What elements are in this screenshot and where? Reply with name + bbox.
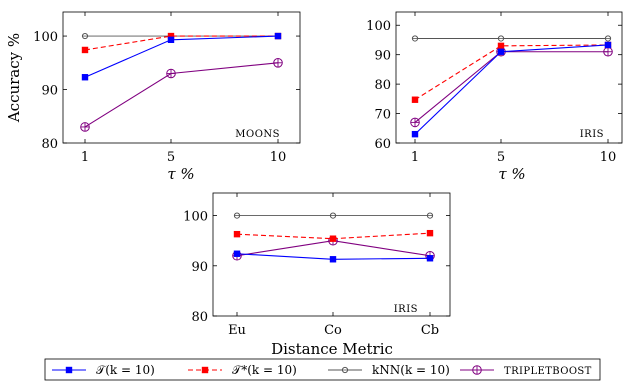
series-line <box>236 240 431 257</box>
data-point <box>604 35 612 42</box>
data-point <box>497 48 505 55</box>
chart-panel-2: 60 70 80 90 100 1 5 10 τ % IRIS <box>366 11 623 183</box>
data-point <box>411 130 419 138</box>
series-tau <box>81 32 282 81</box>
data-point <box>426 255 434 262</box>
series-line <box>414 44 609 101</box>
y-tick-label: 90 <box>41 84 58 99</box>
legend-swatch-marker <box>201 366 209 374</box>
x-tick-label: Cb <box>421 323 439 338</box>
x-tick-label: 5 <box>497 150 505 165</box>
legend-label: kNN(k = 10) <box>372 363 450 377</box>
legend-item-tau: 𝒯(k = 10) <box>52 363 155 377</box>
plot-frame <box>62 11 301 144</box>
legend: 𝒯(k = 10) 𝒯*(k = 10) kNN(k = 10) TRIPLETBOO… <box>44 358 601 381</box>
data-point <box>233 212 241 219</box>
data-point <box>167 32 175 40</box>
data-point <box>167 36 175 44</box>
data-point <box>233 230 241 238</box>
series-line <box>414 51 608 123</box>
legend-swatch-marker <box>472 365 482 375</box>
dataset-tag: MOONS <box>235 129 280 140</box>
data-point <box>329 212 337 219</box>
y-axis-label: Accuracy % <box>5 33 23 123</box>
y-tick-label: 90 <box>374 49 391 64</box>
dataset-tag: IRIS <box>580 129 604 140</box>
data-point <box>274 32 282 40</box>
data-point <box>604 41 612 49</box>
data-point <box>410 117 420 128</box>
data-point <box>81 32 89 40</box>
x-tick-label: 10 <box>600 150 617 165</box>
x-tick-label: 1 <box>81 150 89 165</box>
y-tick-label: 80 <box>374 78 391 93</box>
data-point <box>426 212 434 219</box>
data-point <box>329 235 337 242</box>
x-axis-label: Distance Metric <box>271 340 393 358</box>
x-axis-label: τ % <box>498 165 525 183</box>
data-point <box>497 35 505 42</box>
y-tick-label: 80 <box>41 137 58 152</box>
data-point <box>411 35 419 42</box>
legend-item-tau-star: 𝒯*(k = 10) <box>188 363 297 377</box>
y-tick-label: 100 <box>33 30 58 45</box>
chart-panel-1: 80 90 100 1 5 10 τ % Accuracy % MOONS <box>5 11 301 183</box>
y-tick-label: 70 <box>374 108 391 123</box>
data-point <box>411 96 419 103</box>
y-tick-label: 80 <box>191 310 208 325</box>
data-point <box>81 74 89 81</box>
series-knn <box>411 35 612 42</box>
series-knn <box>233 212 434 219</box>
chart-panel-3: 80 90 100 Eu Co Cb Distance Metric IRIS <box>183 192 451 358</box>
data-point <box>80 122 90 132</box>
series-line <box>84 62 279 128</box>
data-point <box>497 42 505 50</box>
data-point <box>166 68 176 79</box>
x-tick-label: 1 <box>411 150 419 165</box>
y-tick-label: 100 <box>183 210 208 225</box>
data-point <box>329 256 337 263</box>
y-tick-label: 90 <box>191 260 208 275</box>
legend-label: TRIPLETBOOST <box>504 366 592 377</box>
series-line <box>84 35 278 51</box>
series-tau <box>411 41 612 138</box>
plot-frame <box>212 192 451 317</box>
plot-frame <box>395 11 623 144</box>
legend-swatch-marker <box>65 366 73 374</box>
series-line <box>84 35 279 78</box>
x-tick-label: Eu <box>228 323 246 338</box>
data-point <box>233 250 241 257</box>
data-point <box>603 46 613 57</box>
series-tripletboost <box>410 46 613 128</box>
series-tau-star <box>233 229 434 242</box>
x-axis-label: τ % <box>167 165 194 183</box>
legend-item-knn: kNN(k = 10) <box>328 363 450 377</box>
series-tripletboost <box>80 57 283 132</box>
data-point <box>426 229 434 237</box>
series-line <box>414 44 609 135</box>
legend-label: 𝒯(k = 10) <box>96 363 155 377</box>
dataset-tag: IRIS <box>394 304 418 315</box>
legend-label: 𝒯*(k = 10) <box>232 363 297 377</box>
legend-frame <box>44 358 601 381</box>
data-point <box>81 46 89 54</box>
y-tick-label: 60 <box>374 137 391 152</box>
data-point <box>273 57 283 68</box>
series-tau <box>233 250 434 263</box>
x-tick-label: 10 <box>270 150 287 165</box>
y-tick-label: 100 <box>366 19 391 34</box>
legend-swatch-marker <box>341 366 349 374</box>
legend-item-tripletboost: TRIPLETBOOST <box>460 365 592 377</box>
x-tick-label: 5 <box>167 150 175 165</box>
x-tick-label: Co <box>324 323 342 338</box>
